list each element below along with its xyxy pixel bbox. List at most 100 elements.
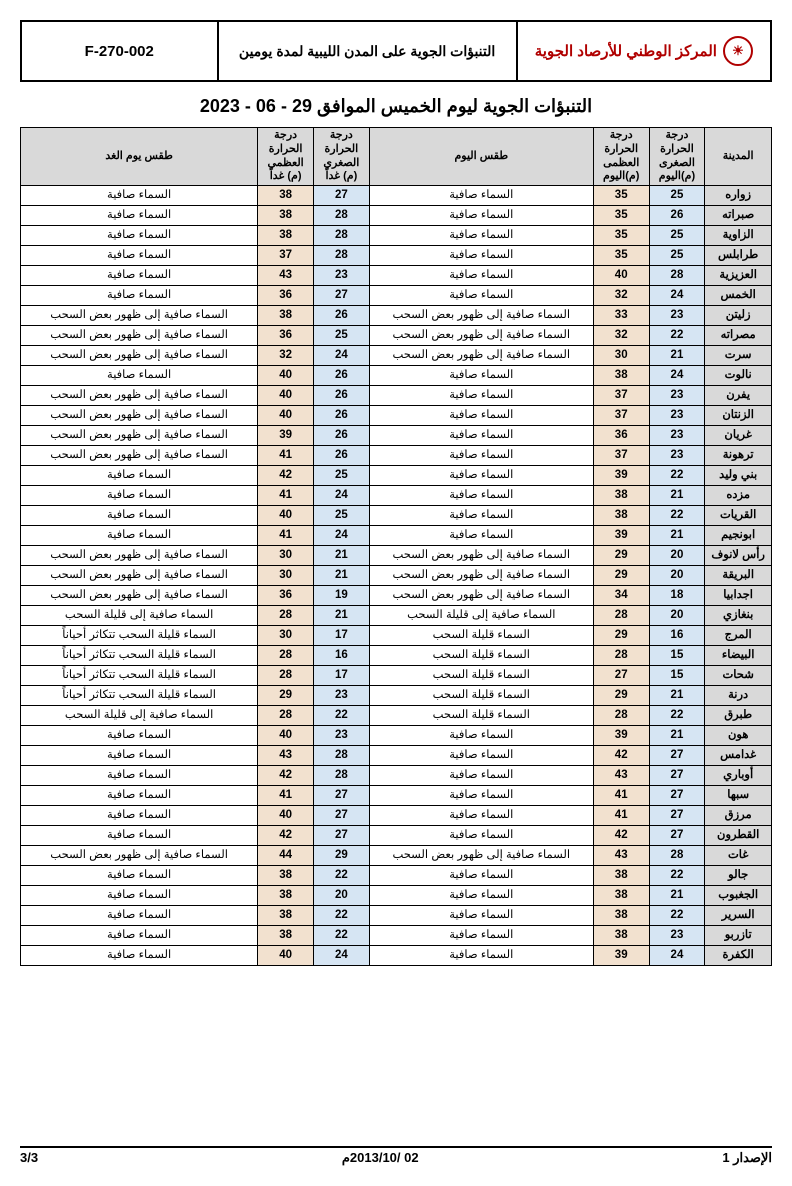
cell-max-tom: 38: [258, 186, 314, 206]
cell-wx-tom: السماء صافية إلى ظهور بعض السحب: [21, 386, 258, 406]
cell-min-tom: 29: [313, 846, 369, 866]
col-wx-tom: طقس يوم الغد: [21, 128, 258, 186]
cell-max-tom: 40: [258, 806, 314, 826]
cell-wx-tom: السماء صافية: [21, 746, 258, 766]
table-row: جالو2238السماء صافية2238السماء صافية: [21, 866, 772, 886]
cell-wx-tom: السماء صافية: [21, 366, 258, 386]
cell-max-tom: 38: [258, 906, 314, 926]
cell-min: 23: [649, 406, 705, 426]
cell-max: 32: [593, 286, 649, 306]
cell-city: الخمس: [705, 286, 772, 306]
cell-city: جالو: [705, 866, 772, 886]
cell-max-tom: 32: [258, 346, 314, 366]
cell-min: 21: [649, 346, 705, 366]
cell-min: 22: [649, 326, 705, 346]
cell-min-tom: 28: [313, 246, 369, 266]
cell-city: الزاوية: [705, 226, 772, 246]
cell-min-tom: 27: [313, 286, 369, 306]
cell-min-tom: 21: [313, 606, 369, 626]
cell-max: 39: [593, 726, 649, 746]
cell-wx: السماء صافية: [369, 866, 593, 886]
col-wx-today: طقس اليوم: [369, 128, 593, 186]
cell-max: 41: [593, 806, 649, 826]
cell-min-tom: 22: [313, 866, 369, 886]
cell-wx-tom: السماء صافية: [21, 206, 258, 226]
cell-max: 39: [593, 526, 649, 546]
cell-max: 38: [593, 906, 649, 926]
table-row: القطرون2742السماء صافية2742السماء صافية: [21, 826, 772, 846]
cell-city: غات: [705, 846, 772, 866]
cell-wx: السماء قليلة السحب: [369, 666, 593, 686]
cell-wx-tom: السماء صافية: [21, 266, 258, 286]
cell-min: 22: [649, 466, 705, 486]
cell-max: 37: [593, 406, 649, 426]
cell-max: 41: [593, 786, 649, 806]
cell-min: 21: [649, 526, 705, 546]
cell-wx: السماء صافية: [369, 506, 593, 526]
cell-wx: السماء صافية إلى ظهور بعض السحب: [369, 346, 593, 366]
cell-max: 35: [593, 226, 649, 246]
cell-max: 38: [593, 926, 649, 946]
cell-wx-tom: السماء صافية إلى ظهور بعض السحب: [21, 346, 258, 366]
cell-min: 24: [649, 946, 705, 966]
cell-max: 29: [593, 546, 649, 566]
cell-city: العزيزية: [705, 266, 772, 286]
cell-city: زليتن: [705, 306, 772, 326]
cell-city: صبراته: [705, 206, 772, 226]
cell-wx-tom: السماء صافية إلى ظهور بعض السحب: [21, 306, 258, 326]
cell-max-tom: 43: [258, 266, 314, 286]
cell-min-tom: 28: [313, 766, 369, 786]
footer-right: الإصدار 1: [722, 1150, 772, 1166]
cell-min: 21: [649, 726, 705, 746]
cell-wx: السماء صافية إلى قليلة السحب: [369, 606, 593, 626]
cell-min: 28: [649, 266, 705, 286]
cell-min-tom: 25: [313, 326, 369, 346]
cell-wx: السماء صافية: [369, 226, 593, 246]
cell-min: 24: [649, 286, 705, 306]
cell-max: 38: [593, 366, 649, 386]
col-max-tom: درجة الحرارة العظمى (م) غداً: [258, 128, 314, 186]
cell-max-tom: 38: [258, 206, 314, 226]
cell-min: 20: [649, 606, 705, 626]
cell-wx-tom: السماء صافية إلى ظهور بعض السحب: [21, 326, 258, 346]
cell-wx-tom: السماء صافية: [21, 826, 258, 846]
cell-wx-tom: السماء صافية: [21, 866, 258, 886]
document-footer: الإصدار 1 02 /2013/10م 3/3: [20, 1146, 772, 1166]
cell-max: 43: [593, 846, 649, 866]
document-header: ☀ المركز الوطني للأرصاد الجوية التنبؤات …: [20, 20, 772, 82]
cell-max-tom: 40: [258, 406, 314, 426]
cell-min: 21: [649, 886, 705, 906]
table-row: القريات2238السماء صافية2540السماء صافية: [21, 506, 772, 526]
cell-city: سبها: [705, 786, 772, 806]
cell-max-tom: 40: [258, 506, 314, 526]
cell-wx-tom: السماء صافية: [21, 886, 258, 906]
table-header-row: المدينة درجة الحرارة الصغرى (م)اليوم درج…: [21, 128, 772, 186]
cell-wx: السماء صافية: [369, 486, 593, 506]
cell-max: 34: [593, 586, 649, 606]
cell-min-tom: 23: [313, 726, 369, 746]
cell-wx-tom: السماء صافية إلى قليلة السحب: [21, 606, 258, 626]
doc-title: التنبؤات الجوية على المدن الليبية لمدة ي…: [239, 42, 495, 60]
table-row: الجغبوب2138السماء صافية2038السماء صافية: [21, 886, 772, 906]
cell-min: 23: [649, 306, 705, 326]
col-max-today: درجة الحرارة العظمى (م)اليوم: [593, 128, 649, 186]
cell-city: نالوت: [705, 366, 772, 386]
cell-city: مرزق: [705, 806, 772, 826]
cell-wx: السماء صافية: [369, 766, 593, 786]
cell-wx: السماء صافية: [369, 246, 593, 266]
table-row: غدامس2742السماء صافية2843السماء صافية: [21, 746, 772, 766]
cell-min-tom: 27: [313, 186, 369, 206]
cell-min-tom: 24: [313, 526, 369, 546]
cell-min-tom: 19: [313, 586, 369, 606]
cell-max-tom: 38: [258, 226, 314, 246]
cell-wx: السماء صافية: [369, 806, 593, 826]
cell-min: 21: [649, 686, 705, 706]
cell-max-tom: 28: [258, 706, 314, 726]
cell-max: 29: [593, 626, 649, 646]
cell-max-tom: 38: [258, 866, 314, 886]
cell-wx-tom: السماء صافية: [21, 806, 258, 826]
cell-city: المرج: [705, 626, 772, 646]
cell-min: 20: [649, 546, 705, 566]
cell-wx: السماء صافية: [369, 426, 593, 446]
cell-city: ترهونة: [705, 446, 772, 466]
